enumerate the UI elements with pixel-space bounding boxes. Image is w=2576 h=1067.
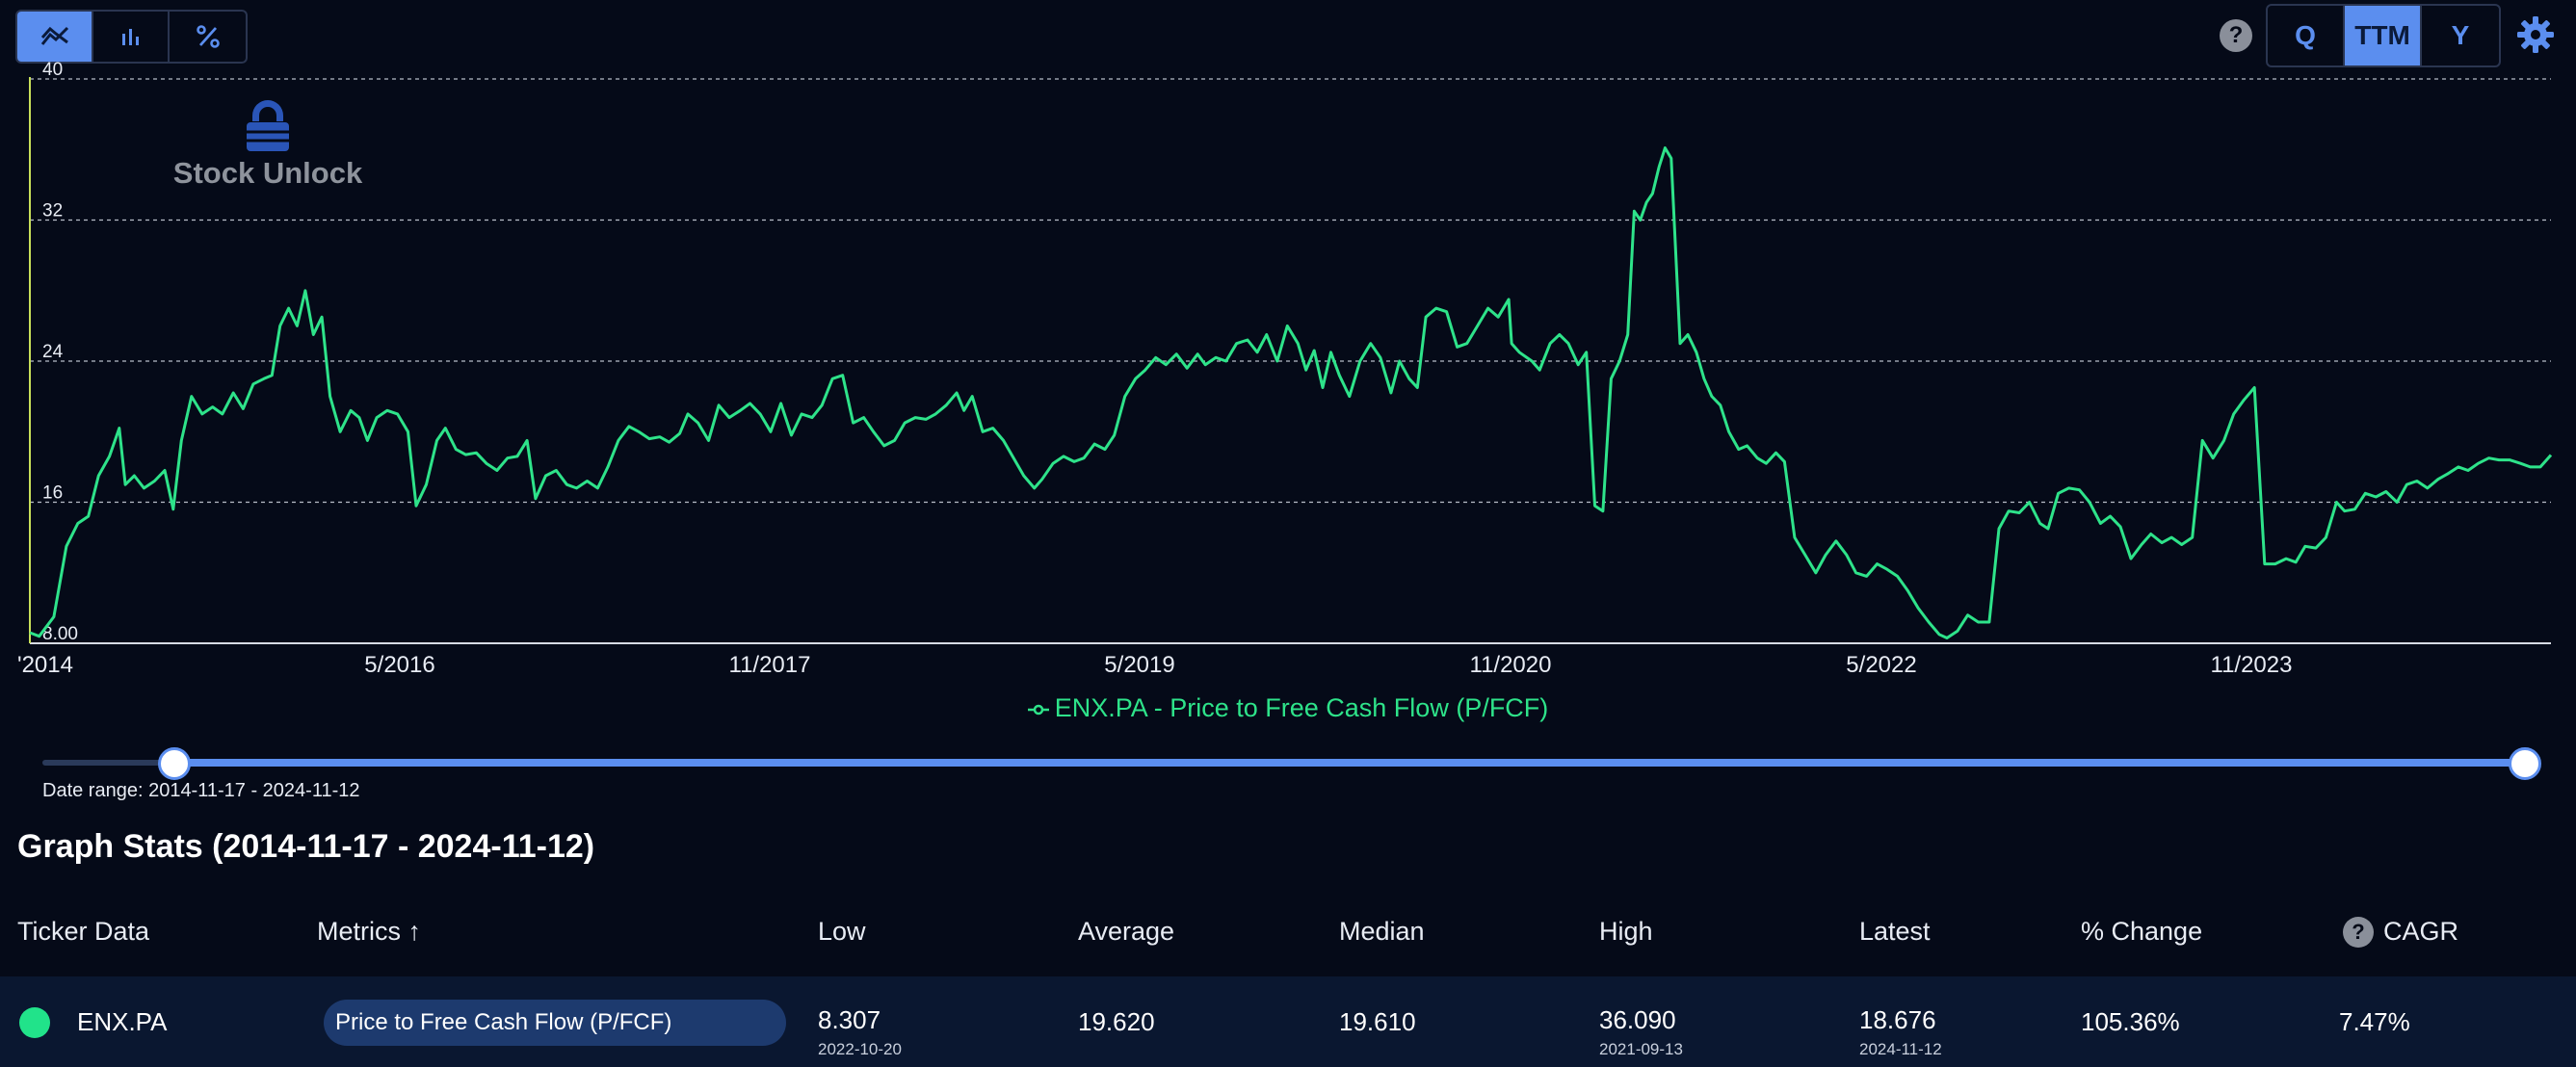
cell-low-date: 2022-10-20 — [818, 1040, 902, 1058]
lock-icon — [247, 100, 289, 151]
cell-low: 8.307 — [818, 1005, 881, 1034]
y-tick-label: 24 — [42, 342, 64, 362]
percent-button[interactable] — [170, 12, 246, 62]
header-average[interactable]: Average — [1078, 917, 1175, 946]
bar-chart-button[interactable] — [93, 12, 170, 62]
x-tick-label: 11/2023 — [2211, 652, 2293, 674]
y-tick-label: 40 — [42, 60, 63, 80]
chart-legend[interactable]: ENX.PA - Price to Free Cash Flow (P/FCF) — [0, 693, 2576, 723]
y-tick-label: 16 — [42, 483, 63, 504]
date-range-text: Date range: 2014-11-17 - 2024-11-12 — [42, 780, 360, 801]
cell-change: 105.36% — [2081, 1007, 2180, 1036]
date-range-slider[interactable] — [42, 742, 2541, 784]
cell-latest: 18.676 — [1859, 1005, 1936, 1034]
line-chart-icon — [40, 26, 68, 45]
y-tick-label: 8.00 — [42, 624, 78, 644]
line-chart-button[interactable] — [17, 12, 93, 62]
pfcf-line-chart: Stock Unlock 8.00 16 24 32 40 '2014 5/2016 11/… — [17, 60, 2553, 674]
x-tick-label: 5/2022 — [1846, 652, 1916, 674]
header-cagr[interactable]: CAGR — [2383, 917, 2459, 946]
watermark-logo: Stock Unlock — [173, 100, 363, 190]
x-tick-label: 11/2017 — [729, 652, 811, 674]
legend-marker-icon — [1027, 704, 1049, 716]
gear-icon[interactable] — [2516, 15, 2555, 54]
bar-chart-icon — [121, 29, 139, 45]
cell-median: 19.610 — [1339, 1007, 1416, 1036]
period-button-ttm[interactable]: TTM — [2345, 6, 2422, 65]
legend-label: ENX.PA - Price to Free Cash Flow (P/FCF) — [1054, 693, 1549, 722]
series-color-dot — [19, 1007, 50, 1038]
watermark-text: Stock Unlock — [173, 156, 363, 190]
cell-average: 19.620 — [1078, 1007, 1155, 1036]
cell-cagr: 7.47% — [2339, 1007, 2410, 1036]
header-low[interactable]: Low — [818, 917, 866, 946]
metric-pill[interactable]: Price to Free Cash Flow (P/FCF) — [324, 1000, 786, 1046]
header-median[interactable]: Median — [1339, 917, 1425, 946]
header-latest[interactable]: Latest — [1859, 917, 1931, 946]
percent-icon — [196, 25, 220, 48]
cagr-help-icon[interactable]: ? — [2343, 917, 2374, 948]
header-metrics[interactable]: Metrics ↑ — [317, 917, 421, 946]
cell-high: 36.090 — [1599, 1005, 1676, 1034]
stats-title: Graph Stats (2014-11-17 - 2024-11-12) — [17, 828, 595, 865]
x-tick-label: 5/2016 — [364, 652, 434, 674]
chart-type-toggle — [15, 10, 248, 64]
header-ticker: Ticker Data — [17, 917, 150, 946]
cell-high-date: 2021-09-13 — [1599, 1040, 1683, 1058]
period-button-y[interactable]: Y — [2451, 20, 2470, 50]
slider-start-handle[interactable] — [158, 747, 191, 780]
x-tick-label: 5/2019 — [1104, 652, 1174, 674]
period-button-q[interactable]: Q — [2268, 6, 2345, 65]
cell-latest-date: 2024-11-12 — [1859, 1040, 1942, 1058]
series-line-enx — [29, 146, 2553, 639]
header-high[interactable]: High — [1599, 917, 1653, 946]
cell-ticker: ENX.PA — [77, 1007, 168, 1036]
x-tick-label: '2014 — [17, 652, 73, 674]
help-icon[interactable]: ? — [2220, 19, 2252, 52]
y-tick-label: 32 — [42, 201, 63, 221]
period-toggle: Q TTM Y — [2266, 4, 2501, 67]
header-change[interactable]: % Change — [2081, 917, 2203, 946]
slider-end-handle[interactable] — [2509, 747, 2541, 780]
x-tick-label: 11/2020 — [1470, 652, 1552, 674]
slider-selected-range — [173, 759, 2528, 767]
